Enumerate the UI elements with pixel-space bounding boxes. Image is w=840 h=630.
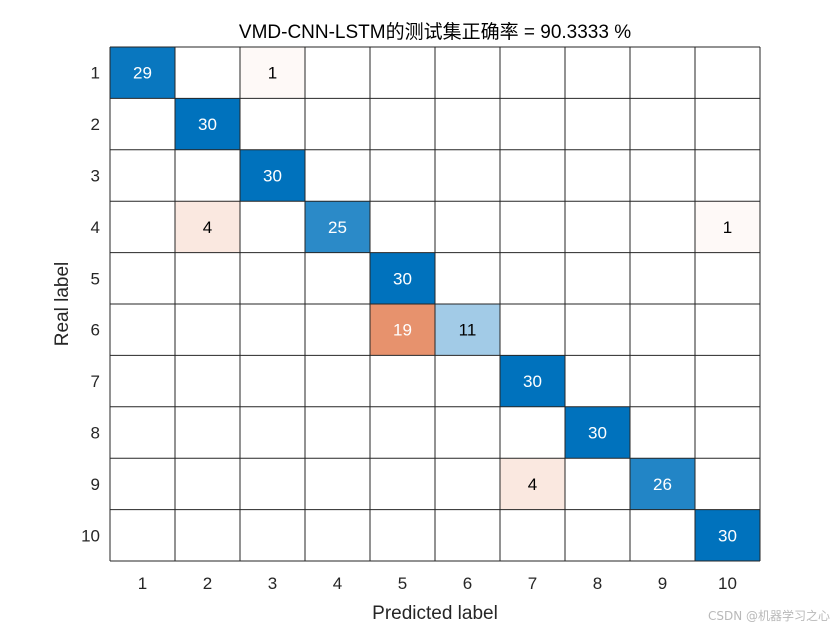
watermark: CSDN @机器学习之心 (707, 609, 830, 623)
chart-title: VMD-CNN-LSTM的测试集正确率 = 90.3333 % (239, 21, 631, 43)
y-tick-label: 2 (91, 115, 100, 134)
x-tick-label: 2 (203, 574, 212, 593)
y-tick-label: 10 (81, 526, 100, 545)
cell-1-1 (110, 47, 175, 99)
y-tick-labels: 1 2 3 4 5 6 7 8 9 10 (81, 64, 100, 546)
cell-5-5 (370, 252, 435, 304)
x-tick-label: 7 (528, 574, 537, 593)
cell-6-6 (435, 304, 500, 356)
x-tick-label: 9 (658, 574, 667, 593)
x-tick-label: 6 (463, 574, 472, 593)
y-tick-label: 6 (91, 321, 100, 340)
cell-value: 26 (653, 475, 672, 494)
cell-4-4 (305, 201, 370, 253)
cell-value: 29 (133, 64, 152, 83)
cell-value: 1 (268, 64, 277, 83)
y-tick-label: 3 (91, 167, 100, 186)
y-axis-label: Real label (52, 262, 73, 347)
cell-value: 1 (723, 218, 732, 237)
x-axis-label: Predicted label (372, 603, 498, 624)
x-tick-labels: 1 2 3 4 5 6 7 8 9 10 (138, 574, 737, 593)
matrix-gridlines (109, 46, 761, 562)
cell-6-5 (370, 304, 435, 356)
cell-value: 30 (393, 269, 412, 288)
y-tick-label: 1 (91, 64, 100, 83)
cell-4-10 (695, 201, 760, 253)
cell-value: 11 (459, 321, 477, 340)
y-tick-label: 9 (91, 475, 100, 494)
cell-value: 4 (528, 475, 537, 494)
cell-value: 4 (203, 218, 212, 237)
cell-1-3 (240, 47, 305, 99)
cell-3-3 (240, 149, 305, 202)
cell-2-2 (175, 98, 240, 150)
y-tick-label: 8 (91, 424, 100, 443)
y-tick-label: 7 (91, 372, 100, 391)
matrix-cells: 29 1 30 30 4 25 1 30 19 11 30 30 4 26 30 (110, 47, 760, 561)
cell-4-2 (175, 201, 240, 253)
y-tick-label: 4 (91, 218, 100, 237)
cell-value: 25 (328, 218, 347, 237)
cell-value: 30 (718, 526, 737, 545)
cell-8-8 (565, 406, 630, 459)
x-tick-label: 10 (718, 574, 737, 593)
cell-value: 30 (198, 115, 217, 134)
cell-9-7 (500, 458, 565, 510)
y-tick-label: 5 (91, 269, 100, 288)
x-tick-label: 8 (593, 574, 602, 593)
cell-value: 30 (263, 167, 282, 186)
x-tick-label: 1 (138, 574, 147, 593)
cell-10-10 (695, 509, 760, 561)
x-tick-label: 4 (333, 574, 342, 593)
cell-9-9 (630, 458, 695, 510)
cell-value: 30 (523, 372, 542, 391)
cell-value: 30 (588, 424, 607, 443)
cell-7-7 (500, 355, 565, 407)
x-tick-label: 5 (398, 574, 407, 593)
cell-value: 19 (393, 321, 412, 340)
x-tick-label: 3 (268, 574, 277, 593)
